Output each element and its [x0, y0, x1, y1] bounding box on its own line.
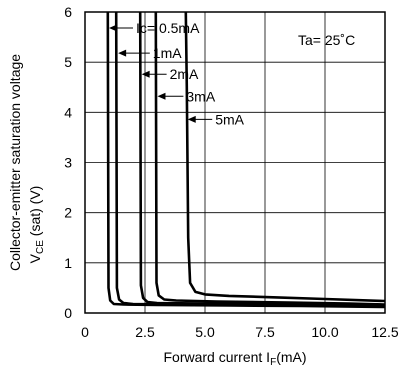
plot-frame	[84, 11, 386, 314]
x-axis-title: Forward current IF(mA)	[163, 349, 306, 368]
annotation-arrowhead	[157, 92, 166, 100]
x-tick-label: 0	[81, 324, 89, 340]
annotation-arrows	[109, 24, 213, 123]
series-line	[154, 11, 386, 306]
series-line	[138, 11, 386, 307]
x-tick-label: 7.5	[255, 324, 275, 340]
y-tick-label: 2	[64, 205, 72, 221]
y-tick-label: 4	[64, 104, 72, 120]
y-axis-title-line2: VCE (sat) (V)	[27, 186, 46, 264]
annotation-arrowhead	[187, 115, 196, 123]
annotation-label: Ic= 0.5mA	[136, 20, 200, 36]
series-line	[184, 11, 386, 303]
y-tick-label: 0	[64, 305, 72, 321]
x-tick-labels: 0 2.5 5.0 7.5 10.0 12.5	[81, 324, 399, 340]
x-tick-label: 2.5	[135, 324, 155, 340]
annotation-arrowhead	[118, 49, 127, 57]
annotation-label: 2mA	[170, 66, 199, 82]
y-tick-label: 5	[64, 54, 72, 70]
annotation-label: 3mA	[186, 88, 215, 104]
annotation-label: 1mA	[153, 45, 182, 61]
y-axis-title-line1: Collector-emitter saturation voltage	[7, 54, 23, 271]
grid	[85, 12, 385, 313]
curves	[106, 11, 386, 309]
x-tick-label: 10.0	[311, 324, 338, 340]
x-tick-label: 12.5	[371, 324, 398, 340]
y-tick-labels: 0 1 2 3 4 5 6	[64, 4, 72, 321]
annotation-arrowhead	[109, 24, 117, 32]
condition-label: Ta= 25˚C	[298, 32, 355, 48]
x-tick-label: 5.0	[195, 324, 215, 340]
y-tick-label: 1	[64, 255, 72, 271]
y-tick-label: 6	[64, 4, 72, 20]
annotation-label: 5mA	[215, 111, 244, 127]
y-tick-label: 3	[64, 155, 72, 171]
annotation-arrowhead	[141, 70, 150, 78]
